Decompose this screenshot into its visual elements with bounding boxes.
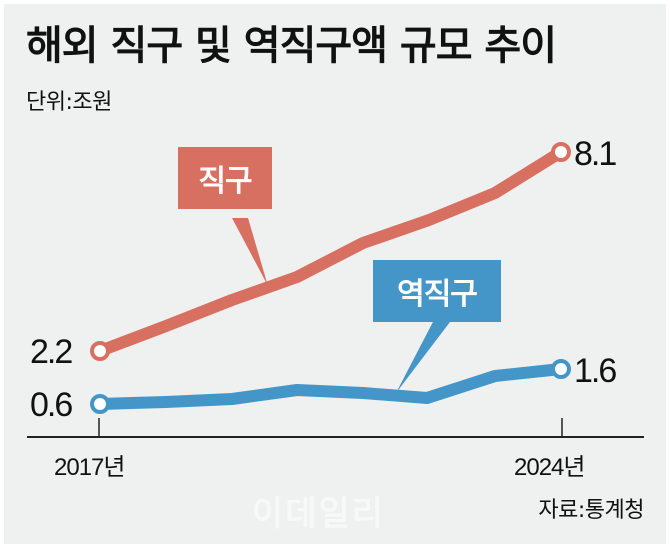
x-label-2024: 2024년 [514, 454, 584, 481]
reverse-series-line [94, 363, 567, 410]
direct-start-marker [90, 341, 110, 361]
unit-label: 단위:조원 [26, 90, 112, 115]
direct-end-value: 8.1 [574, 135, 616, 173]
reverse-start-value: 0.6 [30, 386, 72, 424]
reverse-end-value: 1.6 [574, 352, 616, 390]
direct-callout-pointer [232, 218, 268, 286]
chart-card [4, 4, 666, 544]
watermark: 이데일리 [252, 494, 386, 534]
source-label: 자료:통계청 [538, 498, 644, 523]
direct-series-line [94, 146, 567, 357]
reverse-legend-tag: 역직구 [373, 260, 501, 322]
direct-end-marker [551, 142, 571, 162]
reverse-callout-pointer [396, 318, 453, 393]
direct-legend-tag: 직구 [178, 147, 272, 209]
direct-start-value: 2.2 [30, 333, 72, 371]
reverse-start-marker [90, 394, 110, 414]
chart-title: 해외 직구 및 역직구액 규모 추이 [26, 23, 557, 69]
reverse-end-marker [551, 359, 571, 379]
x-label-2017: 2017년 [54, 454, 124, 481]
